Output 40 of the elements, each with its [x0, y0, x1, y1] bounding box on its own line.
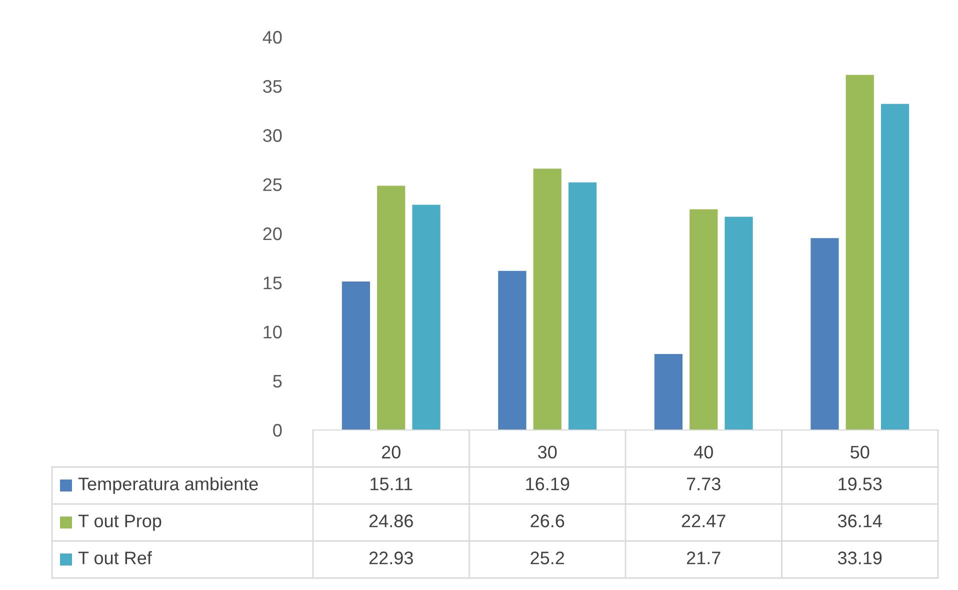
x-tick-label: 20	[382, 446, 400, 459]
bar	[690, 209, 718, 430]
x-tick-label: 50	[850, 446, 870, 459]
bar	[654, 354, 683, 430]
data-label: 22.47	[682, 514, 726, 528]
y-tick-label: 40	[262, 30, 282, 44]
data-label: 16.19	[526, 478, 570, 490]
legend-label: Temperatura ambiente	[78, 477, 258, 494]
y-tick-label: 25	[263, 178, 282, 192]
bar	[810, 238, 839, 430]
data-label: 26.6	[530, 514, 564, 528]
y-tick-label: 0	[273, 424, 282, 437]
data-label: 25.2	[530, 552, 564, 564]
legend-label: T out Ref	[78, 551, 152, 564]
bar	[846, 74, 874, 430]
data-label: 21.7	[686, 552, 720, 564]
bar	[724, 216, 753, 430]
y-tick-label: 35	[263, 80, 282, 93]
legend-label: T out Prop	[78, 514, 162, 531]
y-tick-label: 10	[264, 326, 282, 338]
data-label: 15.11	[370, 478, 412, 490]
data-label: 33.19	[838, 552, 882, 564]
data-label: 24.86	[369, 514, 413, 528]
bar	[498, 270, 526, 430]
y-tick-label: 15	[264, 276, 282, 290]
y-tick-label: 30	[263, 129, 282, 142]
x-tick-label: 40	[694, 446, 713, 459]
y-tick-label: 5	[273, 374, 282, 388]
bar	[412, 204, 440, 430]
y-tick-label: 20	[263, 227, 282, 240]
bar	[533, 168, 562, 430]
bar	[568, 182, 597, 430]
data-label: 7.73	[686, 478, 720, 490]
data-label: 36.14	[838, 514, 882, 528]
data-label: 19.53	[838, 478, 882, 490]
x-tick-label: 30	[538, 446, 557, 459]
data-label: 22.93	[369, 552, 413, 564]
bar	[342, 282, 370, 430]
bar	[377, 186, 406, 430]
bar	[880, 104, 910, 430]
